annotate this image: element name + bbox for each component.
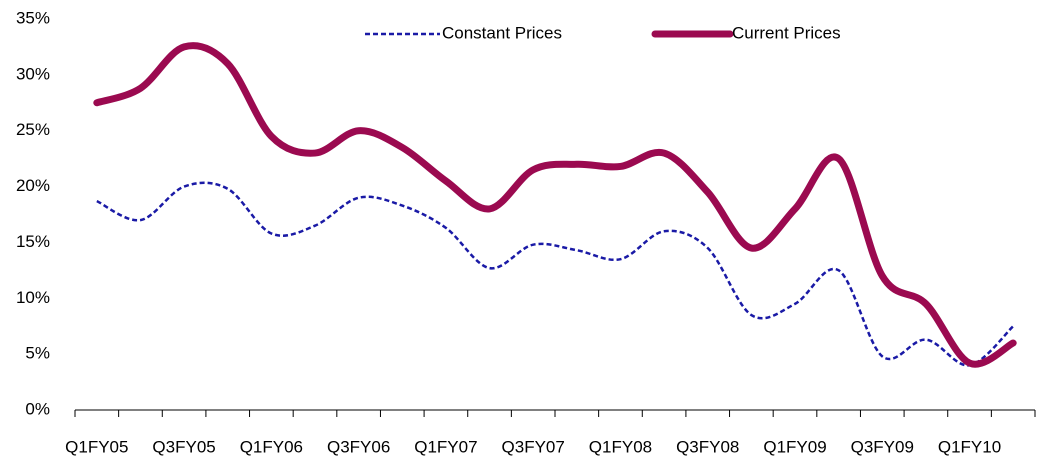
- legend-label: Constant Prices: [442, 23, 562, 42]
- y-tick-label: 10%: [16, 288, 50, 307]
- x-tick-label: Q1FY05: [65, 437, 128, 456]
- legend-label: Current Prices: [732, 23, 841, 42]
- x-tick-label: Q3FY09: [851, 437, 914, 456]
- x-tick-label: Q1FY09: [763, 437, 826, 456]
- y-tick-label: 35%: [16, 8, 50, 27]
- y-tick-label: 0%: [25, 399, 50, 418]
- y-tick-label: 30%: [16, 64, 50, 83]
- x-tick-label: Q3FY06: [327, 437, 390, 456]
- y-tick-label: 25%: [16, 120, 50, 139]
- y-tick-label: 15%: [16, 232, 50, 251]
- x-tick-label: Q1FY07: [414, 437, 477, 456]
- x-tick-label: Q1FY06: [240, 437, 303, 456]
- x-tick-label: Q1FY08: [589, 437, 652, 456]
- y-tick-label: 20%: [16, 176, 50, 195]
- y-tick-label: 5%: [25, 344, 50, 363]
- x-tick-label: Q1FY10: [938, 437, 1001, 456]
- x-tick-label: Q3FY07: [502, 437, 565, 456]
- x-tick-label: Q3FY05: [152, 437, 215, 456]
- line-series: [96, 181, 1015, 367]
- line-series: [93, 42, 1017, 368]
- x-tick-label: Q3FY08: [676, 437, 739, 456]
